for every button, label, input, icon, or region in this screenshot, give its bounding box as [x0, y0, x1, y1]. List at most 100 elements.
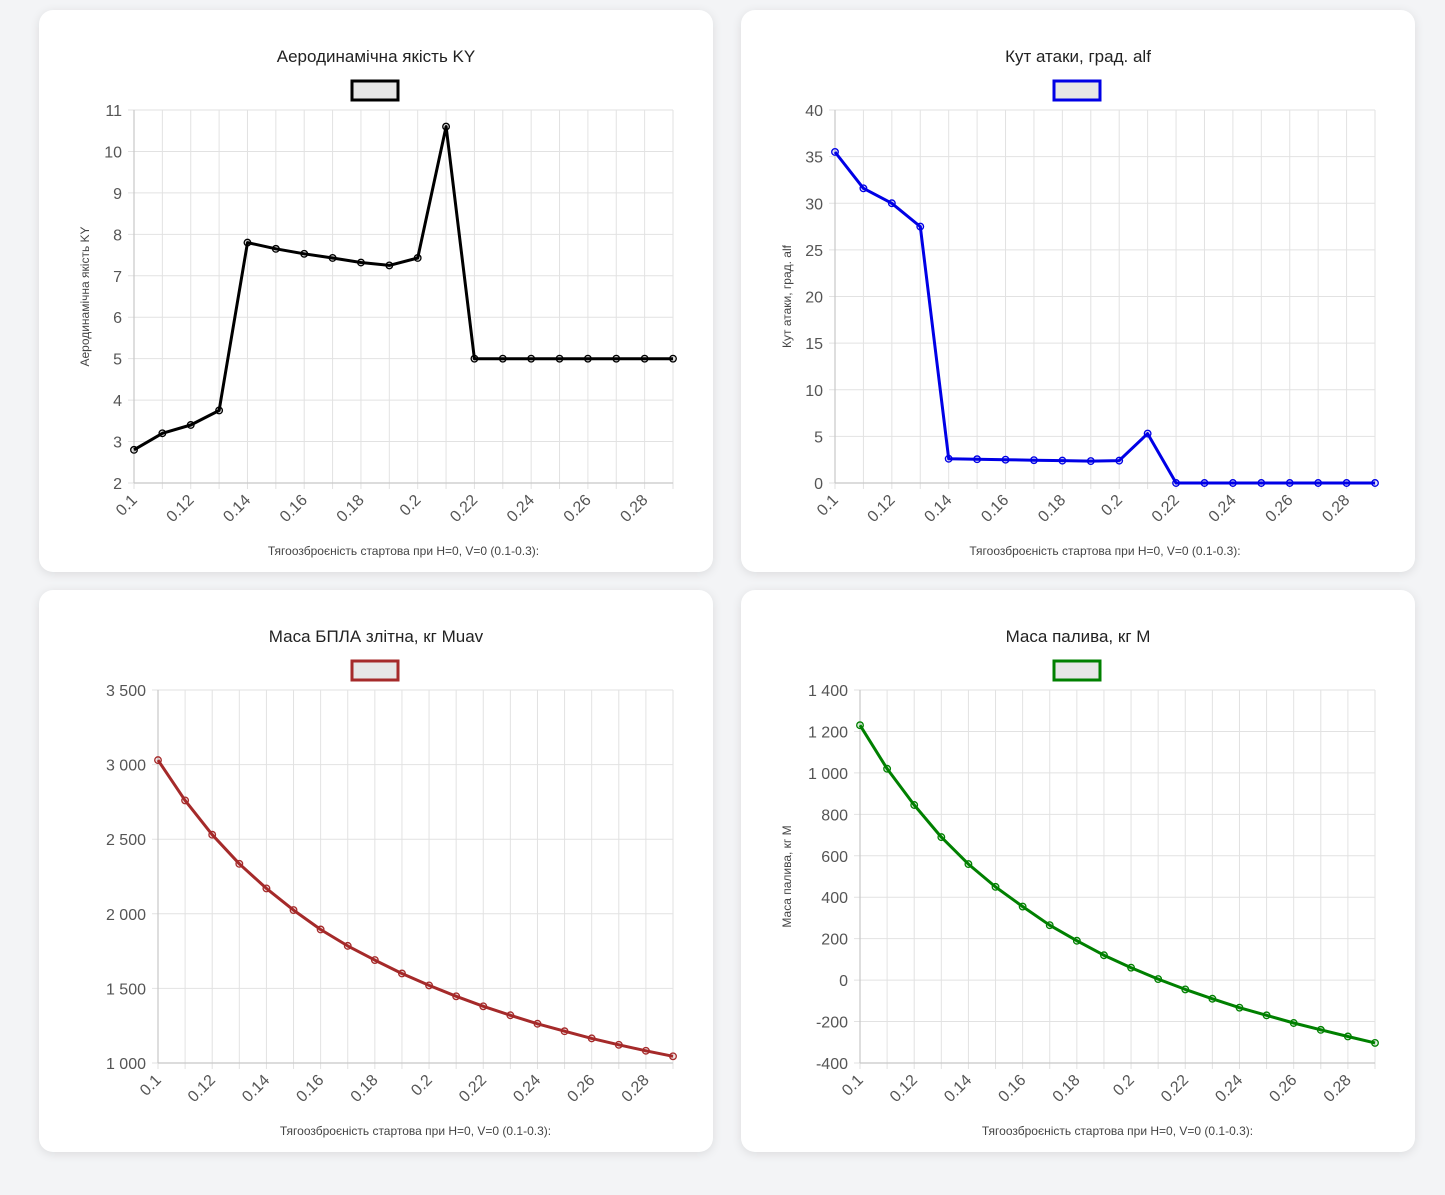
- data-point[interactable]: [533, 1019, 542, 1028]
- data-point[interactable]: [154, 756, 162, 765]
- data-point[interactable]: [1314, 479, 1323, 487]
- chart-title: Кут атаки, град. alf: [1005, 47, 1151, 66]
- data-point[interactable]: [991, 882, 1000, 891]
- y-tick-label: 2 500: [106, 832, 146, 849]
- data-point[interactable]: [640, 354, 649, 363]
- data-point[interactable]: [887, 199, 896, 208]
- data-point[interactable]: [883, 764, 892, 773]
- y-tick-label: 7: [113, 269, 122, 286]
- data-point[interactable]: [944, 454, 953, 463]
- data-point[interactable]: [1235, 1003, 1244, 1012]
- data-point[interactable]: [1029, 456, 1038, 465]
- data-point[interactable]: [587, 1034, 596, 1043]
- data-point[interactable]: [1001, 455, 1010, 464]
- y-axis-label: Маса палива, кг M: [780, 825, 794, 927]
- legend-item[interactable]: [350, 659, 400, 682]
- data-point[interactable]: [1289, 1019, 1298, 1027]
- data-point[interactable]: [1181, 985, 1190, 994]
- data-point[interactable]: [300, 249, 309, 258]
- x-tick-label: 0.2: [1110, 1072, 1138, 1100]
- data-point[interactable]: [1371, 479, 1379, 487]
- data-point[interactable]: [910, 801, 919, 809]
- data-point[interactable]: [186, 421, 195, 429]
- data-point[interactable]: [271, 244, 280, 253]
- data-point[interactable]: [1343, 1032, 1352, 1041]
- data-point[interactable]: [243, 238, 252, 247]
- data-point[interactable]: [343, 941, 352, 950]
- data-point[interactable]: [425, 981, 434, 990]
- chart-card-ky: Аеродинамічна якість KY 2 3 4 5 6 7 8 9 10 11 0.1 0.…: [39, 10, 713, 572]
- data-point[interactable]: [1018, 902, 1027, 911]
- data-point[interactable]: [479, 1002, 488, 1011]
- data-point[interactable]: [1257, 479, 1266, 487]
- legend-item[interactable]: [1052, 659, 1102, 682]
- y-tick-label: 3: [113, 435, 122, 452]
- data-point[interactable]: [442, 122, 451, 131]
- data-point[interactable]: [470, 354, 479, 363]
- data-point[interactable]: [356, 258, 365, 267]
- data-point[interactable]: [831, 148, 839, 156]
- data-point[interactable]: [859, 184, 868, 193]
- data-point[interactable]: [612, 354, 621, 363]
- data-point[interactable]: [555, 354, 564, 363]
- y-axis-label: Кут атаки, град. alf: [780, 244, 794, 348]
- data-point[interactable]: [669, 1052, 677, 1061]
- data-point[interactable]: [937, 833, 946, 842]
- data-point[interactable]: [506, 1011, 515, 1020]
- legend-item[interactable]: [1052, 79, 1102, 102]
- data-point[interactable]: [208, 830, 217, 839]
- data-point[interactable]: [1154, 975, 1163, 984]
- data-point[interactable]: [289, 906, 298, 915]
- data-point[interactable]: [385, 261, 394, 270]
- data-point[interactable]: [413, 254, 422, 262]
- data-point[interactable]: [1115, 456, 1124, 465]
- data-point[interactable]: [916, 222, 925, 231]
- data-point[interactable]: [1285, 479, 1294, 487]
- data-point[interactable]: [583, 354, 592, 363]
- data-point[interactable]: [1371, 1038, 1379, 1047]
- data-point[interactable]: [1200, 479, 1209, 487]
- data-point[interactable]: [1262, 1011, 1271, 1020]
- data-point[interactable]: [964, 860, 973, 869]
- data-point[interactable]: [328, 254, 337, 262]
- data-point[interactable]: [181, 796, 190, 805]
- data-point[interactable]: [1127, 963, 1136, 972]
- data-point[interactable]: [452, 992, 461, 1001]
- data-point[interactable]: [397, 969, 406, 978]
- legend-item[interactable]: [350, 79, 400, 102]
- data-point[interactable]: [1058, 456, 1067, 465]
- x-tick-label: 0.14: [239, 1072, 273, 1106]
- data-point[interactable]: [370, 956, 379, 965]
- data-point[interactable]: [1086, 457, 1095, 466]
- data-point[interactable]: [973, 455, 982, 464]
- data-point[interactable]: [614, 1040, 623, 1049]
- data-point[interactable]: [527, 354, 536, 363]
- data-point[interactable]: [1316, 1025, 1325, 1034]
- data-point[interactable]: [130, 445, 138, 454]
- data-point[interactable]: [560, 1027, 569, 1036]
- data-point[interactable]: [235, 859, 244, 868]
- data-point[interactable]: [1072, 936, 1081, 945]
- data-point[interactable]: [316, 925, 325, 934]
- data-point[interactable]: [215, 406, 224, 415]
- data-point[interactable]: [1208, 994, 1217, 1003]
- data-point[interactable]: [498, 354, 507, 363]
- data-point[interactable]: [1342, 479, 1351, 487]
- data-point[interactable]: [1143, 429, 1152, 438]
- chart-alf: Кут атаки, град. alf 0 5 10 15 20 25 30 35 40 0.1 0…: [780, 47, 1379, 558]
- legend-swatch[interactable]: [1052, 659, 1102, 682]
- legend-swatch[interactable]: [350, 659, 400, 682]
- y-tick-label: 0: [839, 973, 848, 990]
- data-point[interactable]: [669, 354, 677, 363]
- data-point[interactable]: [158, 429, 167, 438]
- legend-swatch[interactable]: [1052, 79, 1102, 102]
- data-point[interactable]: [262, 884, 271, 893]
- data-point[interactable]: [856, 721, 864, 730]
- legend-swatch[interactable]: [350, 79, 400, 102]
- data-point[interactable]: [1099, 951, 1108, 960]
- x-tick-label: 0.24: [504, 492, 538, 526]
- data-point[interactable]: [1172, 479, 1181, 487]
- data-point[interactable]: [1045, 921, 1054, 930]
- data-point[interactable]: [641, 1046, 650, 1055]
- data-point[interactable]: [1228, 479, 1237, 487]
